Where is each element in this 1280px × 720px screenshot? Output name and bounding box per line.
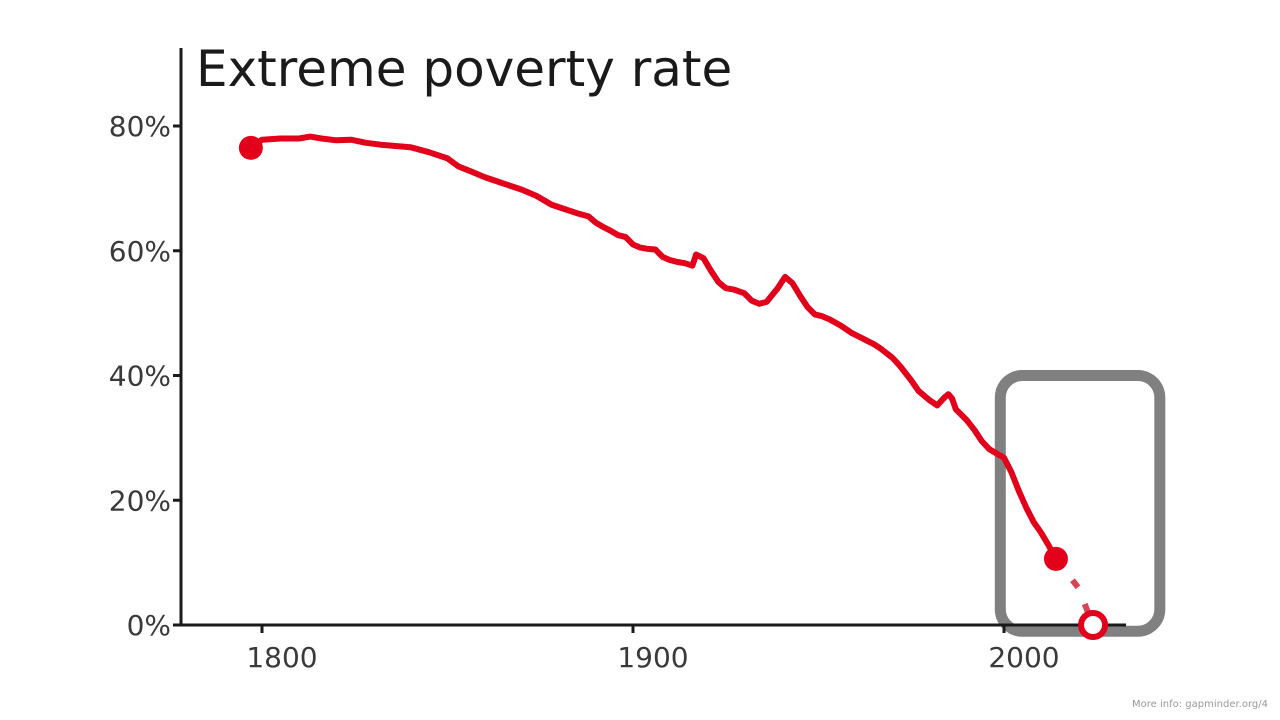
x-tick-label-1900: 1900 <box>617 641 688 674</box>
x-tick-label-2000: 2000 <box>988 641 1059 674</box>
poverty-rate-line <box>247 133 1059 562</box>
y-tick-label-40: 40% <box>109 360 171 393</box>
axes <box>173 48 1126 633</box>
start-point-marker <box>238 135 263 160</box>
y-tick-label-0: 0% <box>127 609 171 642</box>
x-tick-label-1800: 1800 <box>246 641 317 674</box>
y-tick-label-60: 60% <box>109 235 171 268</box>
footer-info: More info: gapminder.org/4 <box>1132 699 1268 710</box>
chart-title: Extreme poverty rate <box>196 40 732 98</box>
series-layer <box>238 133 1109 640</box>
y-tick-label-80: 80% <box>109 110 171 143</box>
projection-point-marker <box>1078 610 1109 640</box>
y-tick-label-20: 20% <box>109 484 171 517</box>
end-point-marker <box>1043 546 1068 571</box>
tick-labels: 0% 20% 40% 60% 80% 1800 1900 2000 <box>109 110 1060 674</box>
